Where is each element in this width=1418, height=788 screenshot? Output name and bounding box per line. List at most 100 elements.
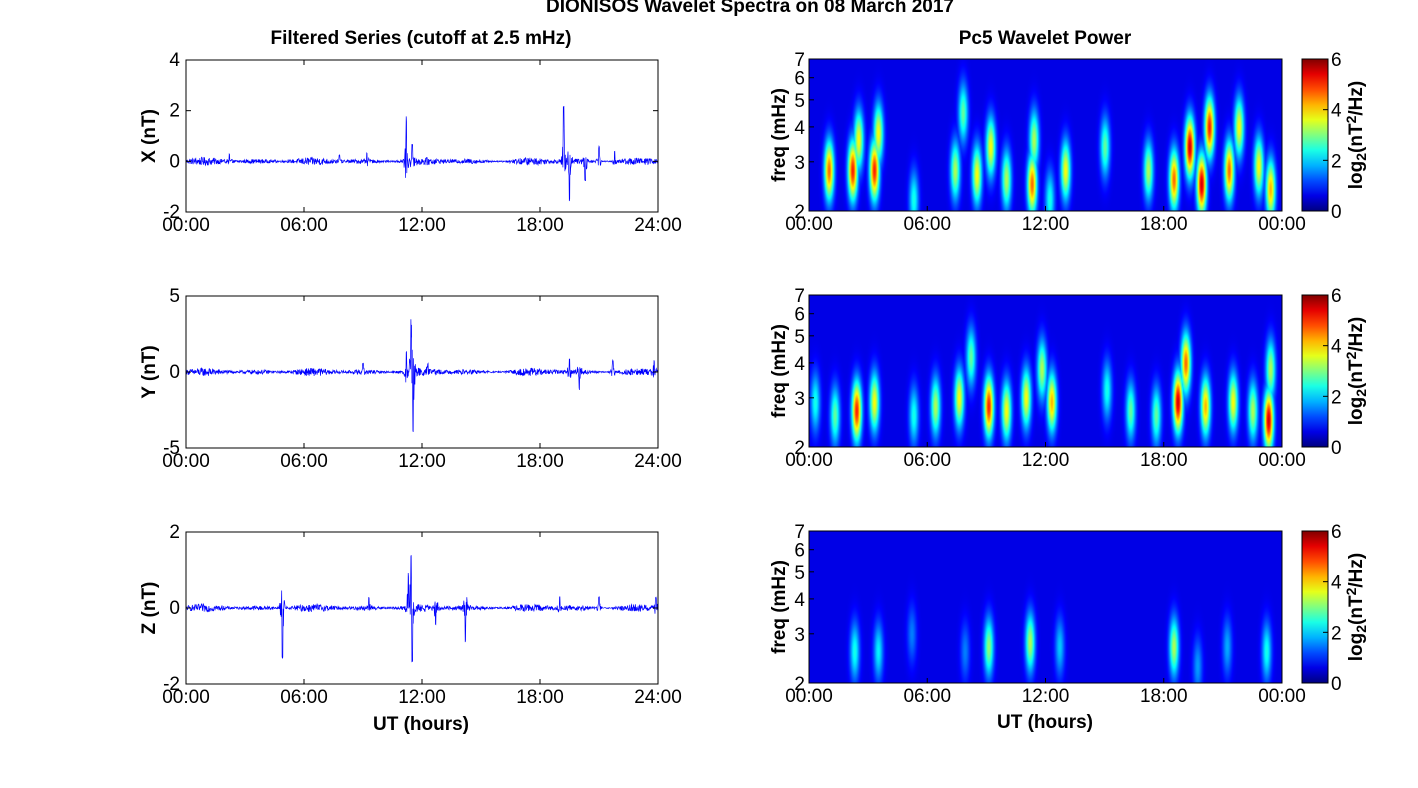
x-tick-label: 12:00 xyxy=(1022,686,1070,707)
series-line-y xyxy=(185,319,659,432)
y-tick-label: 5 xyxy=(794,327,805,348)
x-tick-label: 00:00 xyxy=(1258,214,1306,235)
x-tick-label: 00:00 xyxy=(785,686,833,707)
series-line-x xyxy=(185,105,659,202)
right-column-title: Pc5 Wavelet Power xyxy=(959,28,1132,49)
y-tick-label: 2 xyxy=(169,522,180,543)
spectrogram-canvas xyxy=(809,295,1282,447)
y-tick-label: 4 xyxy=(794,118,805,139)
x-tick-label: 06:00 xyxy=(280,215,328,236)
left-column-title: Filtered Series (cutoff at 2.5 mHz) xyxy=(271,28,572,49)
x-tick-label: 12:00 xyxy=(398,451,446,472)
colorbar-tick-label: 6 xyxy=(1331,50,1342,71)
x-tick-label: 06:00 xyxy=(280,451,328,472)
x-tick-label: 06:00 xyxy=(903,686,951,707)
colorbar-label-part: 2 xyxy=(1353,153,1369,161)
x-tick-label: 12:00 xyxy=(398,687,446,708)
x-tick-label: 12:00 xyxy=(398,215,446,236)
y-tick-label: 4 xyxy=(169,50,180,71)
y-tick-label: -2 xyxy=(163,674,180,695)
colorbar-tick-label: 0 xyxy=(1331,438,1342,459)
x-tick-label: 06:00 xyxy=(903,450,951,471)
y-axis-label: freq (mHz) xyxy=(769,324,790,418)
x-tick-label: 00:00 xyxy=(1258,450,1306,471)
colorbar xyxy=(1301,294,1329,448)
y-axis-label: Y (nT) xyxy=(139,345,160,398)
x-tick-label: 00:00 xyxy=(1258,686,1306,707)
colorbar-tick-label: 6 xyxy=(1331,286,1342,307)
y-tick-label: 7 xyxy=(794,522,805,543)
y-tick-label: 2 xyxy=(794,674,805,695)
y-tick-label: 5 xyxy=(794,91,805,112)
colorbar-label: log2(nT2/Hz) xyxy=(1343,317,1369,425)
y-tick-label: 0 xyxy=(169,362,180,383)
colorbar-tick-label: 2 xyxy=(1331,151,1342,172)
colorbar-tick-label: 4 xyxy=(1331,337,1342,358)
y-tick-label: -5 xyxy=(163,438,180,459)
colorbar-label-part: log xyxy=(1346,161,1367,190)
spectrogram-canvas xyxy=(809,59,1282,211)
x-tick-label: 06:00 xyxy=(280,687,328,708)
figure-title: DIONISOS Wavelet Spectra on 08 March 201… xyxy=(546,0,954,17)
series-panel-z: -2 0 2 00:00 06:00 12:00 18:00 24:00 Z (nT) xyxy=(139,522,682,708)
colorbar-label-part: 2 xyxy=(1343,351,1359,359)
y-axis-label: freq (mHz) xyxy=(769,88,790,182)
series-line-z xyxy=(185,555,659,663)
y-axis-label: freq (mHz) xyxy=(769,560,790,654)
x-tick-label: 00:00 xyxy=(162,215,210,236)
y-tick-label: 4 xyxy=(794,590,805,611)
x-tick-label: 18:00 xyxy=(516,687,564,708)
colorbar-tick-label: 2 xyxy=(1331,387,1342,408)
axes-box xyxy=(185,59,659,213)
colorbar-label-part: log xyxy=(1346,633,1367,662)
y-axis-label: X (nT) xyxy=(139,109,160,163)
colorbar-label-part: /Hz) xyxy=(1346,317,1367,352)
colorbar xyxy=(1301,530,1329,684)
x-tick-label: 18:00 xyxy=(1140,450,1188,471)
y-tick-label: -2 xyxy=(163,202,180,223)
x-tick-label: 00:00 xyxy=(785,214,833,235)
y-tick-label: 3 xyxy=(794,389,805,410)
y-tick-label: 5 xyxy=(794,563,805,584)
x-tick-label: 00:00 xyxy=(162,687,210,708)
y-tick-label: 6 xyxy=(794,69,805,90)
colorbar-tick-label: 4 xyxy=(1331,101,1342,122)
right-x-axis-label: UT (hours) xyxy=(997,712,1093,733)
y-tick-label: 2 xyxy=(794,438,805,459)
x-tick-label: 06:00 xyxy=(903,214,951,235)
colorbar xyxy=(1301,58,1329,212)
colorbar-label-part: log xyxy=(1346,397,1367,426)
colorbar-tick-label: 0 xyxy=(1331,202,1342,223)
y-tick-label: 4 xyxy=(794,354,805,375)
y-tick-label: 7 xyxy=(794,50,805,71)
colorbar-label: log2(nT2/Hz) xyxy=(1343,553,1369,661)
spectrogram-image xyxy=(809,295,1282,447)
y-tick-label: 3 xyxy=(794,153,805,174)
y-tick-label: 2 xyxy=(169,101,180,122)
colorbar-label-part: 2 xyxy=(1343,587,1359,595)
x-tick-label: 12:00 xyxy=(1022,214,1070,235)
colorbar-tick-label: 4 xyxy=(1331,573,1342,594)
x-tick-label: 24:00 xyxy=(634,687,682,708)
spectrogram-image xyxy=(809,531,1282,683)
y-tick-label: 2 xyxy=(794,202,805,223)
colorbar-label-part: 2 xyxy=(1353,389,1369,397)
x-tick-label: 12:00 xyxy=(1022,450,1070,471)
x-tick-label: 18:00 xyxy=(516,451,564,472)
colorbar-tick-label: 2 xyxy=(1331,623,1342,644)
colorbar-label-part: 2 xyxy=(1353,625,1369,633)
y-tick-label: 6 xyxy=(794,305,805,326)
y-axis-label: Z (nT) xyxy=(139,582,160,635)
x-tick-label: 00:00 xyxy=(162,451,210,472)
x-tick-label: 18:00 xyxy=(1140,214,1188,235)
colorbar-label-part: (nT xyxy=(1346,595,1367,625)
y-tick-label: 5 xyxy=(169,286,180,307)
series-panel-y: -5 0 5 00:00 06:00 12:00 18:00 24:00 Y (nT) xyxy=(139,286,682,472)
x-tick-label: 18:00 xyxy=(516,215,564,236)
y-tick-label: 6 xyxy=(794,541,805,562)
colorbar-label-part: /Hz) xyxy=(1346,81,1367,116)
